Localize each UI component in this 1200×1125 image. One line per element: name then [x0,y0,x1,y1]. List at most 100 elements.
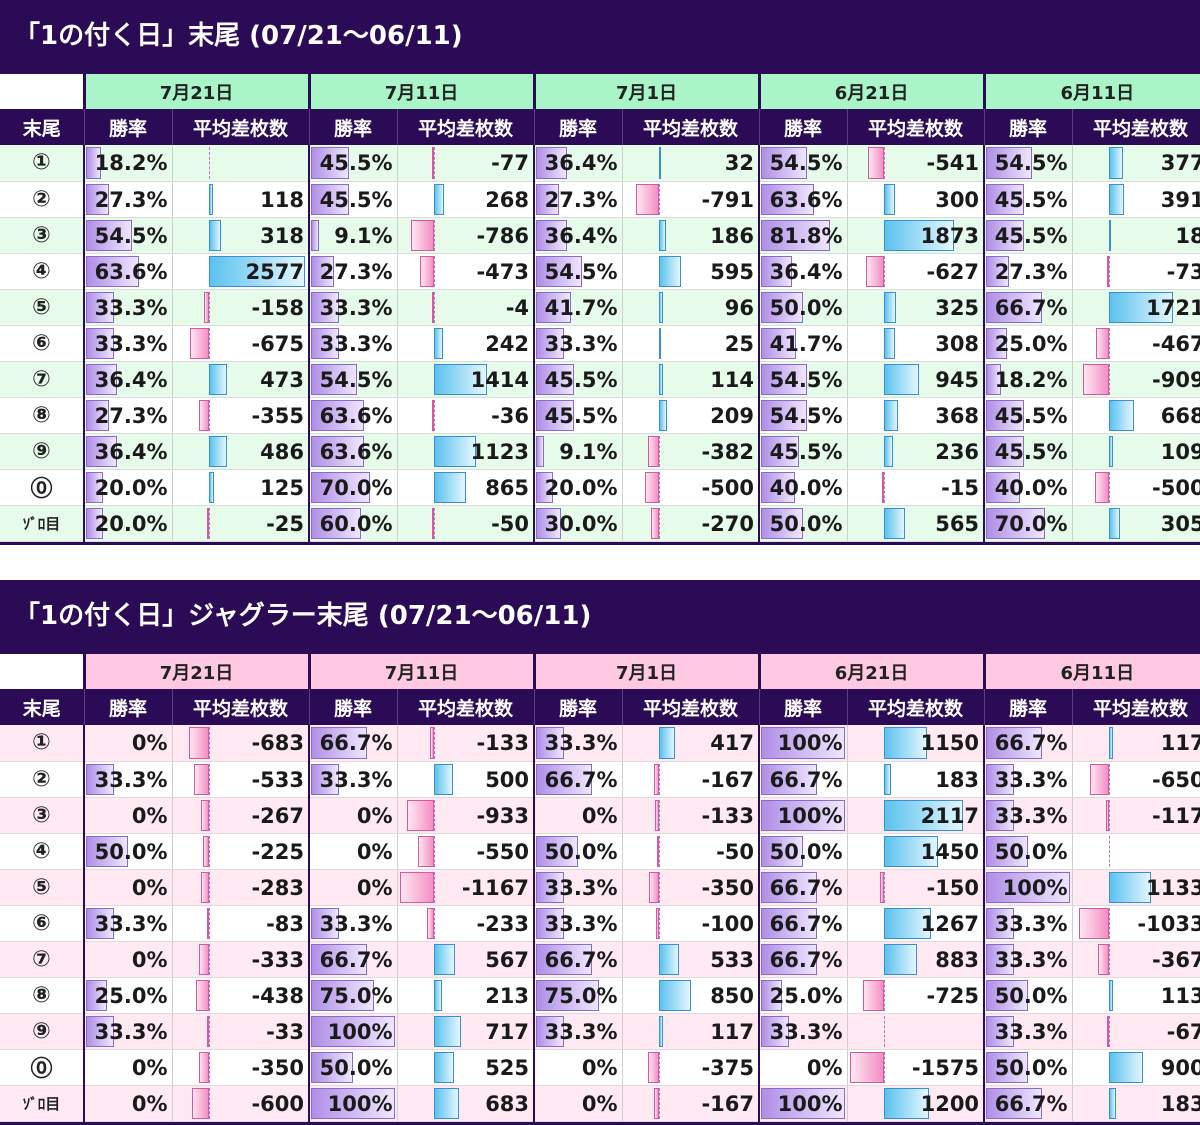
win-rate-cell: 70.0% [309,469,398,506]
win-rate-bar [311,183,350,215]
avg-diff-cell: 213 [397,977,536,1014]
win-rate-cell: 54.5% [309,361,398,398]
avg-diff-cell: 2577 [172,253,311,290]
win-rate-cell: 33.3% [84,289,173,326]
avg-diff-value: -933 [476,803,530,828]
col-header-rate: 勝率 [534,109,623,145]
win-rate-bar [86,399,109,431]
win-rate-bar [986,255,1010,287]
win-rate-bar [986,1087,1043,1119]
win-rate-cell: 54.5% [759,361,848,398]
row-label: ③ [0,797,85,834]
negative-diff-bar [1106,1015,1109,1047]
table-row: ｿﾞﾛ目 0% -600 100% 683 0% -167 100% 1200 66.7% 183 [0,1085,1200,1122]
avg-diff-cell: 945 [847,361,986,398]
win-rate-cell: 27.3% [84,397,173,434]
avg-diff-value: -627 [926,259,980,284]
win-rate-value: 27.3% [319,259,393,284]
win-rate-value: 33.3% [994,1019,1068,1044]
win-rate-value: 27.3% [94,403,168,428]
date-header-row: 7月21日 7月11日 7月1日 6月21日 6月11日 [0,72,1200,109]
avg-diff-value: 118 [260,187,305,212]
avg-diff-cell: 883 [847,941,986,978]
table-row: ⑦ 36.4% 473 54.5% 1414 45.5% 114 54.5% 945 18.2% -… [0,361,1200,398]
win-rate-bar [986,979,1029,1011]
win-rate-value: 0% [131,947,168,972]
win-rate-bar [536,835,579,867]
table-row: ③ 0% -267 0% -933 0% -133 100% 2117 33.3% -117 [0,797,1200,834]
column-header-row: 末尾 勝率 平均差枚数 勝率 平均差枚数 勝率 平均差枚数 勝率 平均差枚数 勝率 平均差枚数 [0,689,1200,725]
row-label: ⑤ [0,289,85,326]
negative-diff-bar [426,907,434,939]
win-rate-bar [536,399,575,431]
table-row: ⑨ 36.4% 486 63.6% 1123 9.1% -382 45.5% 236 45.5% 1… [0,433,1200,470]
col-header-diff: 平均差枚数 [622,689,760,725]
avg-diff-cell: -375 [622,1049,761,1086]
avg-diff-cell: 595 [622,253,761,290]
negative-diff-bar [1089,763,1109,795]
avg-diff-cell: -725 [847,977,986,1014]
win-rate-value: 70.0% [994,511,1068,536]
win-rate-bar [761,727,846,759]
win-rate-bar [311,1051,354,1083]
avg-diff-cell: -133 [622,797,761,834]
avg-diff-cell: -533 [172,761,311,798]
avg-diff-value: -375 [701,1055,755,1080]
table-section-2: 「1の付く日」ジャグラー末尾 (07/21～06/11) 7月21日 7月11日 7月… [0,580,1200,1125]
row-label: ⓪ [0,1049,85,1086]
avg-diff-cell: -33 [172,1013,311,1050]
win-rate-value: 66.7% [994,1091,1068,1116]
negative-diff-bar [189,327,209,359]
win-rate-value: 50.0% [769,839,843,864]
diff-axis [433,291,435,323]
negative-diff-bar [198,943,209,975]
positive-diff-bar [433,979,442,1011]
win-rate-cell: 9.1% [309,217,398,254]
win-rate-cell: 41.7% [759,325,848,362]
win-rate-value: 0% [356,875,393,900]
win-rate-value: 0% [131,1091,168,1116]
corner-blank [0,652,84,689]
diff-axis [658,835,660,867]
avg-diff-cell: -50 [622,833,761,870]
win-rate-value: 100% [777,803,843,828]
win-rate-bar [986,435,1025,467]
win-rate-value: 66.7% [544,947,618,972]
date-header-row: 7月21日 7月11日 7月1日 6月21日 6月11日 [0,652,1200,689]
avg-diff-cell: 1267 [847,905,986,942]
avg-diff-value: 565 [935,511,980,536]
negative-diff-bar [865,255,884,287]
row-label: ⓪ [0,469,85,506]
win-rate-value: 66.7% [319,947,393,972]
avg-diff-value: -333 [251,947,305,972]
table-row: ③ 54.5% 318 9.1% -786 36.4% 186 81.8% 1873 45.5% 1… [0,217,1200,254]
row-label: ① [0,145,85,182]
win-rate-value: 50.0% [769,511,843,536]
avg-diff-value: 717 [485,1019,530,1044]
col-header-rate: 勝率 [984,109,1073,145]
win-rate-bar [761,219,831,251]
avg-diff-cell: -683 [172,725,311,762]
avg-diff-cell: -225 [172,833,311,870]
win-rate-value: 54.5% [769,151,843,175]
win-rate-bar [536,907,565,939]
negative-diff-bar [410,219,434,251]
avg-diff-cell: 1721 [1072,289,1200,326]
negative-diff-bar [206,907,209,939]
win-rate-value: 20.0% [94,511,168,536]
avg-diff-cell: -50 [397,505,536,542]
col-header-diff: 平均差枚数 [1072,109,1200,145]
diff-axis [208,327,210,359]
avg-diff-cell: -500 [622,469,761,506]
avg-diff-value: -1575 [911,1055,980,1080]
table-row: ⑧ 25.0% -438 75.0% 213 75.0% 850 25.0% -725 50.0%… [0,977,1200,1014]
avg-diff-value: 1450 [920,839,980,864]
win-rate-cell: 25.0% [759,977,848,1014]
avg-diff-cell: 125 [172,469,311,506]
win-rate-value: 0% [806,1055,843,1080]
win-rate-value: 40.0% [769,475,843,500]
avg-diff-value: 2117 [920,803,980,828]
avg-diff-cell: -167 [622,761,761,798]
avg-diff-cell [847,1013,986,1050]
win-rate-cell: 33.3% [759,1013,848,1050]
